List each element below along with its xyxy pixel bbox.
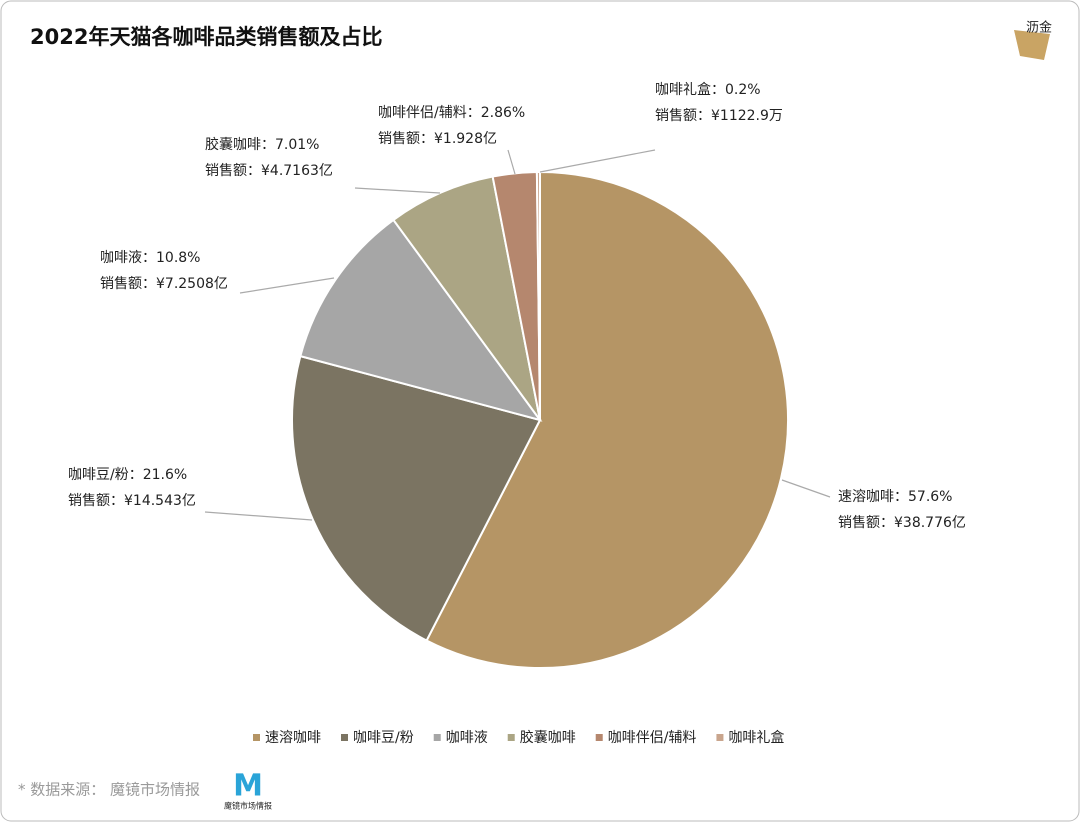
sales-prefix: 销售额：: [838, 515, 894, 531]
sales-value: ¥7.2508亿: [156, 276, 228, 292]
sales-prefix: 销售额：: [378, 131, 434, 147]
label-separator: ：: [261, 137, 275, 153]
legend-swatch: [507, 734, 515, 741]
leader-line: [539, 149, 656, 173]
pie-slice: [425, 170, 789, 669]
value-label: 7.01%: [275, 137, 319, 153]
legend-swatch: [253, 734, 260, 741]
value-label: 10.8%: [156, 250, 200, 266]
logo-text: 沥金: [1026, 20, 1052, 36]
legend-label: 咖啡液: [446, 730, 488, 746]
sales-prefix: 销售额：: [655, 108, 711, 124]
category-name: 咖啡伴侣/辅料: [378, 105, 467, 121]
sales-prefix: 销售额：: [205, 163, 261, 179]
leader-line: [507, 149, 516, 175]
chart-title: 2022年天猫各咖啡品类销售额及占比: [30, 25, 382, 49]
leader-line: [781, 479, 831, 498]
category-name: 胶囊咖啡: [205, 136, 261, 153]
pie-slice: [291, 354, 542, 642]
sales-value: ¥1.928亿: [434, 131, 497, 147]
data-label: 速溶咖啡：57.6%: [838, 489, 952, 505]
category-name: 速溶咖啡: [838, 489, 894, 505]
leader-line: [204, 511, 313, 521]
sales-label: 销售额：¥7.2508亿: [100, 276, 228, 292]
leader-line: [354, 187, 441, 194]
sales-label: 销售额：¥14.543亿: [68, 493, 196, 509]
legend-swatch: [433, 734, 441, 741]
data-label: 咖啡伴侣/辅料：2.86%: [378, 105, 525, 121]
sales-prefix: 销售额：: [100, 276, 156, 292]
value-label: 21.6%: [143, 467, 187, 483]
source-logo-text: 魔镜市场情报: [224, 801, 272, 811]
legend-label: 速溶咖啡: [265, 730, 321, 746]
legend-label: 咖啡伴侣/辅料: [608, 730, 697, 746]
value-label: 0.2%: [725, 82, 761, 98]
sales-value: ¥14.543亿: [124, 493, 196, 509]
pie-slice: [392, 175, 541, 421]
sales-label: 销售额：¥4.7163亿: [205, 163, 333, 179]
value-label: 57.6%: [908, 489, 952, 505]
data-label: 咖啡豆/粉：21.6%: [68, 467, 187, 483]
source: * 数据来源： 魔镜市场情报: [18, 781, 200, 799]
legend-label: 咖啡豆/粉: [353, 730, 414, 746]
logo: 沥金: [1014, 20, 1052, 60]
category-name: 咖啡豆/粉: [68, 467, 129, 483]
sales-label: 销售额：¥38.776亿: [838, 515, 966, 531]
sales-value: ¥38.776亿: [894, 515, 966, 531]
sales-prefix: 销售额：: [68, 493, 124, 509]
source-logo: M 魔镜市场情报: [224, 769, 272, 811]
legend-swatch: [341, 734, 348, 741]
sales-value: ¥1122.9万: [711, 108, 783, 124]
sales-value: ¥4.7163亿: [261, 163, 333, 179]
sales-label: 销售额：¥1122.9万: [655, 108, 783, 124]
svg-text:M: M: [233, 769, 263, 804]
pie-slice: [535, 170, 541, 421]
sales-label: 销售额：¥1.928亿: [378, 131, 497, 147]
legend-label: 胶囊咖啡: [520, 729, 576, 746]
label-separator: ：: [129, 467, 143, 483]
legend-swatch: [595, 734, 603, 741]
legend-label: 咖啡礼盒: [728, 729, 784, 746]
data-label: 咖啡礼盒：0.2%: [655, 81, 761, 98]
leader-line: [239, 277, 335, 294]
pie-slice: [299, 218, 543, 422]
label-separator: ：: [894, 489, 908, 505]
category-name: 咖啡液: [100, 250, 142, 266]
label-separator: ：: [711, 82, 725, 98]
data-label: 胶囊咖啡：7.01%: [205, 136, 319, 153]
legend-swatch: [716, 734, 724, 741]
category-name: 咖啡礼盒: [655, 81, 711, 98]
value-label: 2.86%: [481, 105, 525, 121]
label-separator: ：: [142, 250, 156, 266]
data-label: 咖啡液：10.8%: [100, 250, 200, 266]
label-separator: ：: [467, 105, 481, 121]
